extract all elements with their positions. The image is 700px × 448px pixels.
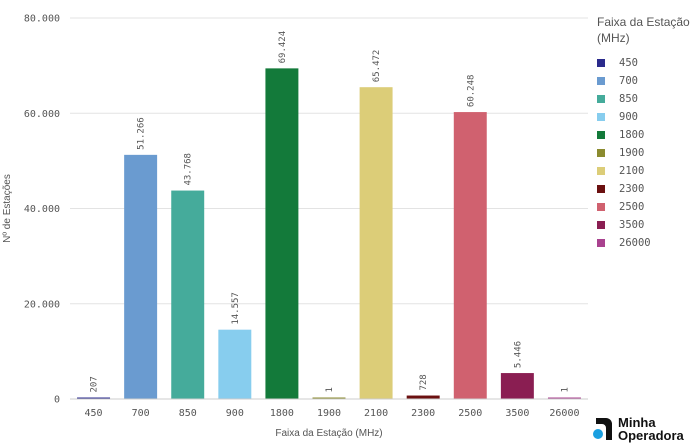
- legend-swatch: [597, 95, 605, 103]
- x-tick-label: 26000: [549, 408, 579, 419]
- x-tick-label: 900: [226, 408, 244, 419]
- y-axis-title: Nº de Estações: [2, 174, 13, 243]
- data-label-26000: 1: [560, 387, 570, 392]
- legend-swatch: [597, 113, 605, 121]
- y-tick-label: 80.000: [24, 14, 60, 25]
- data-labels: 207 51.266 43.768 14.557 69.424 1 65.472 728 60.…: [90, 31, 571, 393]
- x-tick-label: 2500: [458, 408, 482, 419]
- bar-900[interactable]: [218, 329, 252, 399]
- data-label-3500: 5.446: [513, 341, 523, 368]
- bar-2500[interactable]: [453, 112, 487, 399]
- logo-mark-icon: [593, 418, 612, 440]
- x-tick-label: 1800: [270, 408, 294, 419]
- bar-1800[interactable]: [265, 68, 299, 400]
- legend-item-2500[interactable]: 2500: [597, 198, 697, 216]
- legend-item-3500[interactable]: 3500: [597, 216, 697, 234]
- x-tick-label: 3500: [505, 408, 529, 419]
- legend: Faixa da Estação (MHz) 450 700 850 900 1800 1…: [597, 14, 697, 252]
- legend-label: 1900: [619, 147, 645, 159]
- legend-swatch: [597, 221, 605, 229]
- legend-swatch: [597, 59, 605, 67]
- y-tick-label: 0: [54, 395, 60, 406]
- legend-label: 3500: [619, 219, 645, 231]
- y-tick-label: 60.000: [24, 109, 60, 120]
- legend-label: 26000: [619, 237, 651, 249]
- legend-item-2300[interactable]: 2300: [597, 180, 697, 198]
- legend-swatch: [597, 203, 605, 211]
- logo-text-line1: Minha: [618, 415, 656, 430]
- bar-2100[interactable]: [359, 87, 393, 399]
- data-label-2500: 60.248: [466, 75, 476, 108]
- data-label-1900: 1: [325, 387, 335, 392]
- data-label-700: 51.266: [137, 117, 147, 150]
- legend-item-2100[interactable]: 2100: [597, 162, 697, 180]
- data-label-1800: 69.424: [278, 31, 288, 64]
- legend-item-700[interactable]: 700: [597, 72, 697, 90]
- legend-swatch: [597, 185, 605, 193]
- legend-label: 2300: [619, 183, 645, 195]
- y-axis-ticks: 0 20.000 40.000 60.000 80.000: [24, 14, 60, 406]
- legend-label: 850: [619, 93, 638, 105]
- legend-item-1900[interactable]: 1900: [597, 144, 697, 162]
- bar-700[interactable]: [124, 154, 158, 399]
- data-label-2100: 65.472: [372, 50, 382, 83]
- bar-850[interactable]: [171, 190, 205, 399]
- legend-label: 1800: [619, 129, 645, 141]
- data-label-2300: 728: [419, 374, 429, 390]
- legend-title: Faixa da Estação (MHz): [597, 15, 690, 45]
- logo-text: Minha Operadora: [618, 416, 684, 442]
- legend-label: 2500: [619, 201, 645, 213]
- logo-text-line2: Operadora: [618, 428, 684, 443]
- data-label-450: 207: [90, 376, 100, 392]
- x-tick-label: 850: [179, 408, 197, 419]
- bar-2300[interactable]: [406, 395, 440, 399]
- x-tick-label: 1900: [317, 408, 341, 419]
- bar-450[interactable]: [77, 397, 111, 400]
- legend-swatch: [597, 239, 605, 247]
- bars: [77, 68, 581, 400]
- x-tick-label: 700: [132, 408, 150, 419]
- legend-item-26000[interactable]: 26000: [597, 234, 697, 252]
- legend-label: 450: [619, 57, 638, 69]
- x-tick-label: 2100: [364, 408, 388, 419]
- bar-3500[interactable]: [500, 373, 534, 399]
- x-axis-ticks: 450 700 850 900 1800 1900 2100 2300 2500 3500 2600…: [85, 408, 580, 419]
- legend-item-1800[interactable]: 1800: [597, 126, 697, 144]
- legend-item-850[interactable]: 850: [597, 90, 697, 108]
- y-tick-label: 20.000: [24, 299, 60, 310]
- legend-item-900[interactable]: 900: [597, 108, 697, 126]
- legend-item-450[interactable]: 450: [597, 54, 697, 72]
- data-label-850: 43.768: [184, 153, 194, 186]
- minha-operadora-logo: Minha Operadora: [592, 414, 698, 444]
- data-label-900: 14.557: [231, 292, 241, 325]
- legend-label: 2100: [619, 165, 645, 177]
- bar-1900[interactable]: [312, 397, 346, 400]
- y-tick-label: 40.000: [24, 204, 60, 215]
- x-axis-title: Faixa da Estação (MHz): [275, 428, 382, 439]
- legend-swatch: [597, 131, 605, 139]
- legend-swatch: [597, 149, 605, 157]
- legend-label: 700: [619, 75, 638, 87]
- legend-label: 900: [619, 111, 638, 123]
- x-tick-label: 450: [85, 408, 103, 419]
- legend-swatch: [597, 167, 605, 175]
- x-tick-label: 2300: [411, 408, 435, 419]
- legend-items: 450 700 850 900 1800 1900 2100 2300 2500 3500 2600…: [597, 54, 697, 252]
- bar-26000[interactable]: [547, 397, 581, 400]
- legend-swatch: [597, 77, 605, 85]
